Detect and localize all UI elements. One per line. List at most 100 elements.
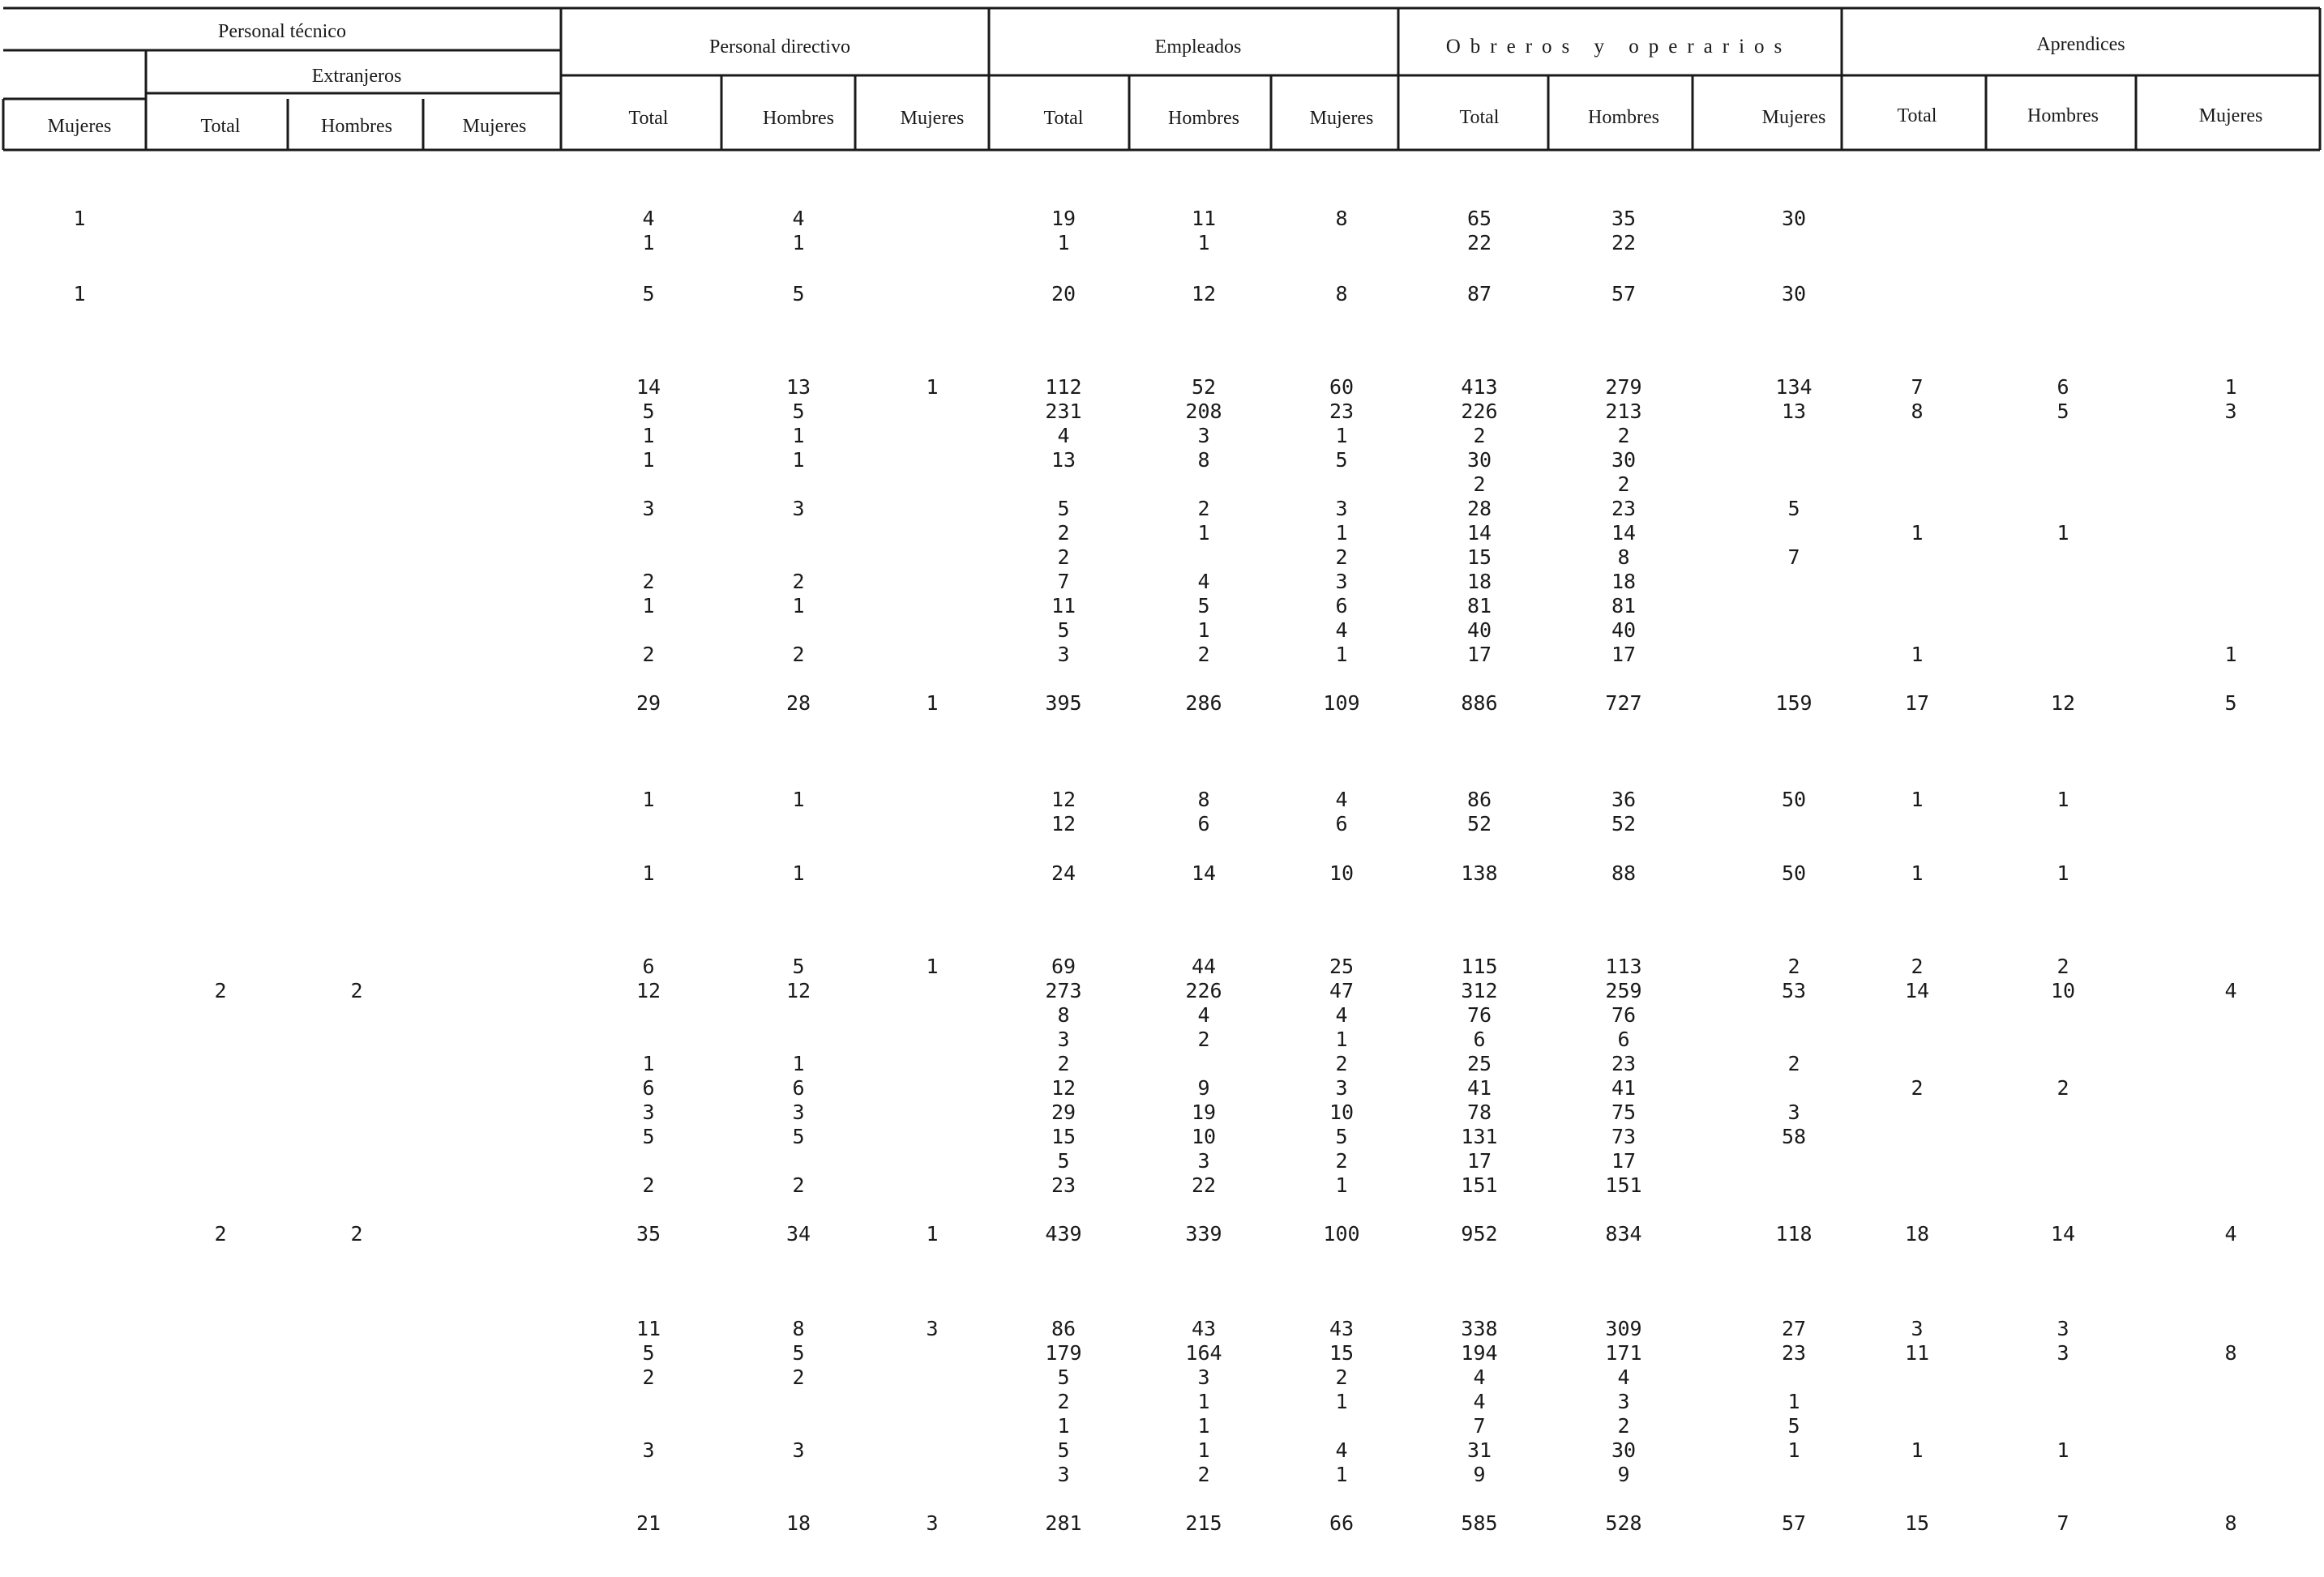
table-cell: 8 bbox=[1617, 545, 1630, 569]
table-cell: 23 bbox=[1611, 1052, 1637, 1075]
table-cell: 439 bbox=[1045, 1222, 1082, 1246]
table-cell: 2 bbox=[214, 1222, 227, 1246]
table-cell: 3 bbox=[1335, 570, 1348, 593]
table-cell: 1 bbox=[2057, 861, 2069, 885]
table-cell: 14 bbox=[1611, 521, 1637, 545]
table-cell: 1 bbox=[1911, 521, 1924, 545]
table-cell: 14 bbox=[1466, 521, 1492, 545]
table-cell: 6 bbox=[1335, 812, 1348, 836]
table-cell: 4 bbox=[1335, 788, 1348, 811]
table-cell: 5 bbox=[792, 1341, 805, 1365]
table-cell: 159 bbox=[1775, 691, 1813, 715]
table-cell: 7 bbox=[2057, 1511, 2069, 1535]
table-cell: 5 bbox=[1335, 1125, 1348, 1148]
table-cell: 5 bbox=[792, 1125, 805, 1148]
table-cell: 113 bbox=[1605, 955, 1642, 978]
table-cell: 1 bbox=[792, 231, 805, 254]
group-empleados: Empleados bbox=[1155, 36, 1242, 58]
table-cell: 1 bbox=[1335, 521, 1348, 545]
table-cell: 6 bbox=[642, 1076, 655, 1100]
table-cell: 53 bbox=[1781, 979, 1807, 1002]
table-cell: 44 bbox=[1191, 955, 1217, 978]
table-cell: 3 bbox=[2224, 400, 2237, 423]
table-cell: 78 bbox=[1466, 1100, 1492, 1124]
table-cell: 7 bbox=[1911, 375, 1924, 399]
table-cell: 1 bbox=[642, 448, 655, 472]
table-cell: 5 bbox=[1057, 497, 1070, 520]
table-cell: 1 bbox=[792, 1052, 805, 1075]
table-cell: 2 bbox=[792, 1365, 805, 1389]
table-cell: 1 bbox=[642, 861, 655, 885]
table-cell: 22 bbox=[1191, 1173, 1217, 1197]
table-cell: 5 bbox=[642, 400, 655, 423]
table-cell: 1 bbox=[2224, 375, 2237, 399]
table-cell: 15 bbox=[1904, 1511, 1930, 1535]
table-cell: 2 bbox=[1787, 1052, 1800, 1075]
table-cell: 3 bbox=[1335, 1076, 1348, 1100]
column-header: Mujeres bbox=[1310, 108, 1374, 129]
table-cell: 6 bbox=[1335, 594, 1348, 618]
table-cell: 1 bbox=[1197, 231, 1210, 254]
table-cell: 131 bbox=[1461, 1125, 1498, 1148]
column-header: Mujeres bbox=[463, 116, 527, 137]
column-header: Mujeres bbox=[901, 108, 965, 129]
table-cell: 5 bbox=[2224, 691, 2237, 715]
table-cell: 1 bbox=[2057, 788, 2069, 811]
table-cell: 4 bbox=[1057, 424, 1070, 447]
table-cell: 5 bbox=[1057, 1365, 1070, 1389]
table-cell: 8 bbox=[2224, 1341, 2237, 1365]
table-cell: 3 bbox=[792, 497, 805, 520]
table-cell: 2 bbox=[1617, 472, 1630, 496]
table-cell: 30 bbox=[1781, 207, 1807, 230]
table-cell: 18 bbox=[1904, 1222, 1930, 1246]
table-cell: 3 bbox=[1787, 1100, 1800, 1124]
table-cell: 2 bbox=[642, 643, 655, 666]
table-cell: 528 bbox=[1605, 1511, 1642, 1535]
table-cell: 43 bbox=[1191, 1317, 1217, 1340]
table-cell: 5 bbox=[642, 282, 655, 306]
table-cell: 31 bbox=[1466, 1438, 1492, 1462]
table-cell: 5 bbox=[1787, 497, 1800, 520]
table-cell: 25 bbox=[1466, 1052, 1492, 1075]
table-cell: 69 bbox=[1051, 955, 1076, 978]
table-cell: 2 bbox=[642, 1173, 655, 1197]
table-cell: 2 bbox=[642, 1365, 655, 1389]
table-cell: 15 bbox=[1051, 1125, 1076, 1148]
table-cell: 286 bbox=[1185, 691, 1222, 715]
table-cell: 834 bbox=[1605, 1222, 1642, 1246]
table-cell: 1 bbox=[792, 424, 805, 447]
table-cell: 1 bbox=[73, 207, 86, 230]
table-cell: 109 bbox=[1323, 691, 1360, 715]
table-cell: 25 bbox=[1329, 955, 1355, 978]
table-cell: 9 bbox=[1617, 1463, 1630, 1486]
table-cell: 23 bbox=[1781, 1341, 1807, 1365]
table-cell: 1 bbox=[1335, 1463, 1348, 1486]
table-cell: 8 bbox=[1335, 282, 1348, 306]
table-cell: 1 bbox=[1911, 788, 1924, 811]
table-cell: 1 bbox=[642, 594, 655, 618]
table-cell: 29 bbox=[636, 691, 661, 715]
table-cell: 585 bbox=[1461, 1511, 1498, 1535]
table-cell: 1 bbox=[1197, 618, 1210, 642]
table-cell: 8 bbox=[2224, 1511, 2237, 1535]
table-cell: 81 bbox=[1466, 594, 1492, 618]
table-cell: 4 bbox=[1617, 1365, 1630, 1389]
table-cell: 8 bbox=[1197, 448, 1210, 472]
table-cell: 2 bbox=[1335, 1052, 1348, 1075]
table-cell: 2 bbox=[792, 570, 805, 593]
table-cell: 112 bbox=[1045, 375, 1082, 399]
table-cell: 13 bbox=[785, 375, 811, 399]
table-cell: 8 bbox=[1057, 1003, 1070, 1027]
table-cell: 3 bbox=[1057, 1028, 1070, 1051]
table-cell: 3 bbox=[926, 1511, 939, 1535]
table-cell: 1 bbox=[792, 788, 805, 811]
column-header: Total bbox=[629, 108, 669, 129]
table-cell: 12 bbox=[1051, 1076, 1076, 1100]
group-obreros-operarios: Obreros y operarios bbox=[1446, 36, 1792, 58]
column-header: Hombres bbox=[1588, 107, 1659, 128]
table-cell: 2 bbox=[214, 979, 227, 1002]
table-cell: 50 bbox=[1781, 861, 1807, 885]
table-cell: 2 bbox=[1617, 1414, 1630, 1438]
column-header: Mujeres bbox=[2199, 105, 2263, 126]
table-cell: 138 bbox=[1461, 861, 1498, 885]
